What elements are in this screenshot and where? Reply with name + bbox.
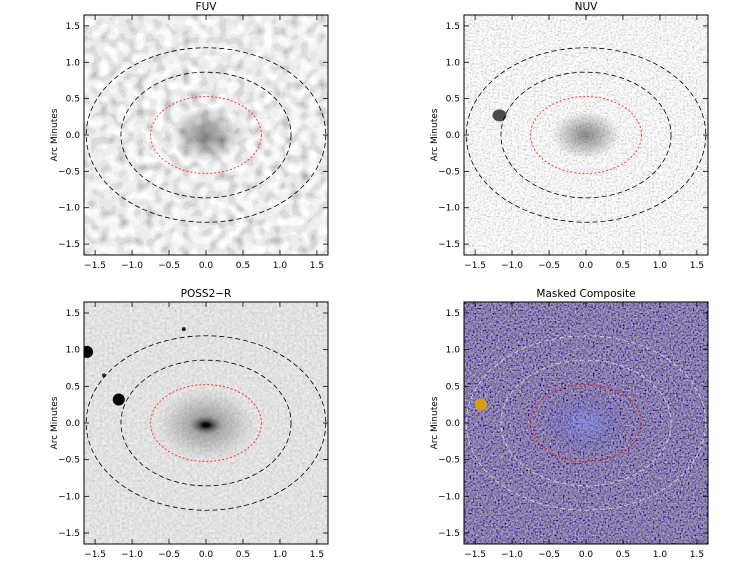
image-poss bbox=[84, 302, 328, 544]
y-tick-label: 0.0 bbox=[446, 131, 461, 141]
y-tick-label: −1.5 bbox=[58, 240, 80, 250]
y-axis-label: Arc Minutes bbox=[430, 108, 440, 161]
y-tick-label: −0.5 bbox=[438, 456, 460, 466]
y-tick-label: 0.5 bbox=[66, 382, 80, 392]
y-axis-label: Arc Minutes bbox=[50, 108, 60, 161]
x-tick-label: −1.5 bbox=[464, 550, 486, 560]
inner-aperture-ellipse bbox=[150, 96, 262, 174]
y-tick-label: −0.5 bbox=[58, 167, 80, 177]
galaxy-emission bbox=[170, 107, 242, 163]
y-tick-label: 1.0 bbox=[66, 58, 81, 68]
panel-title: NUV bbox=[575, 1, 599, 13]
x-tick-label: −0.5 bbox=[158, 261, 180, 271]
galaxy-emission bbox=[542, 391, 630, 455]
panel-title: FUV bbox=[196, 1, 218, 13]
x-tick-label: −1.5 bbox=[464, 261, 486, 271]
x-tick-label: 0.0 bbox=[579, 261, 594, 271]
inner-aperture-ellipse bbox=[530, 384, 642, 462]
y-tick-label: 0.0 bbox=[66, 131, 81, 141]
y-tick-label: 1.5 bbox=[446, 22, 460, 32]
image-fuv bbox=[84, 15, 328, 255]
y-tick-label: −1.0 bbox=[438, 204, 460, 214]
x-tick-label: 1.5 bbox=[310, 550, 324, 560]
x-tick-label: −0.5 bbox=[538, 550, 560, 560]
y-tick-label: 1.0 bbox=[446, 346, 461, 356]
middle-aperture-ellipse bbox=[120, 359, 292, 487]
image-composite bbox=[464, 302, 708, 544]
y-axis-label: Arc Minutes bbox=[430, 396, 440, 449]
star bbox=[84, 345, 93, 358]
x-tick-label: 1.0 bbox=[273, 261, 288, 271]
x-tick-label: 1.0 bbox=[653, 550, 668, 560]
image-nuv bbox=[464, 15, 708, 255]
inner-aperture-ellipse bbox=[150, 384, 262, 462]
y-tick-label: −1.0 bbox=[438, 492, 460, 502]
y-tick-label: 1.0 bbox=[66, 346, 81, 356]
y-tick-label: 0.5 bbox=[446, 382, 460, 392]
y-tick-label: 1.5 bbox=[446, 309, 460, 319]
x-tick-label: 1.5 bbox=[310, 261, 324, 271]
y-tick-label: 1.5 bbox=[66, 22, 80, 32]
y-tick-label: 1.0 bbox=[446, 58, 461, 68]
x-tick-label: −0.5 bbox=[538, 261, 560, 271]
y-tick-label: −0.5 bbox=[438, 167, 460, 177]
x-tick-label: −1.0 bbox=[501, 550, 523, 560]
x-tick-label: −1.5 bbox=[84, 550, 106, 560]
panel-composite: Masked Composite −1.5 −1.0 −0.5 0.0 0.5 1.0 1.5… bbox=[430, 288, 709, 560]
x-tick-label: 1.0 bbox=[273, 550, 288, 560]
x-tick-label: −1.0 bbox=[121, 550, 143, 560]
source bbox=[492, 109, 507, 122]
y-tick-label: 0.5 bbox=[446, 95, 460, 105]
x-tick-label: 0.5 bbox=[236, 550, 250, 560]
x-tick-label: 0.5 bbox=[616, 261, 630, 271]
x-tick-label: 0.0 bbox=[579, 550, 594, 560]
y-tick-label: 0.5 bbox=[66, 95, 80, 105]
y-tick-label: −1.5 bbox=[438, 529, 460, 539]
x-tick-label: 0.0 bbox=[199, 261, 214, 271]
panel-title: Masked Composite bbox=[536, 288, 635, 300]
inner-aperture-ellipse bbox=[530, 96, 642, 174]
y-tick-label: −1.0 bbox=[58, 492, 80, 502]
y-tick-label: 0.0 bbox=[66, 419, 81, 429]
y-tick-label: −0.5 bbox=[58, 456, 80, 466]
middle-aperture-ellipse bbox=[500, 359, 672, 487]
x-tick-label: −1.0 bbox=[501, 261, 523, 271]
panel-poss: POSS2−R −1.5 −1.0 −0.5 0.0 0.5 1.0 1.5 1.5 1.0 0.5… bbox=[50, 288, 329, 560]
y-axis-label: Arc Minutes bbox=[50, 396, 60, 449]
galaxy-core bbox=[190, 416, 222, 434]
star bbox=[181, 327, 186, 332]
x-tick-label: 1.0 bbox=[653, 261, 668, 271]
middle-aperture-ellipse bbox=[500, 71, 672, 199]
x-tick-label: −0.5 bbox=[158, 550, 180, 560]
x-tick-label: 0.5 bbox=[236, 261, 250, 271]
galaxy-emission bbox=[552, 111, 620, 159]
source bbox=[475, 398, 488, 411]
star bbox=[112, 393, 125, 406]
panel-fuv: FUV −1.5 −1.0 −0.5 0.0 0.5 1.0 1.5 1.5 1.0 0.5 0.0 −… bbox=[50, 1, 329, 271]
x-tick-label: 0.0 bbox=[199, 550, 214, 560]
y-tick-label: 0.0 bbox=[446, 419, 461, 429]
y-tick-label: −1.0 bbox=[58, 204, 80, 214]
y-tick-label: −1.5 bbox=[438, 240, 460, 250]
y-tick-label: 1.5 bbox=[66, 309, 80, 319]
y-tick-label: −1.5 bbox=[58, 529, 80, 539]
panel-title: POSS2−R bbox=[181, 288, 232, 300]
x-tick-label: 0.5 bbox=[616, 550, 630, 560]
x-tick-label: −1.0 bbox=[121, 261, 143, 271]
x-tick-label: −1.5 bbox=[84, 261, 106, 271]
panel-nuv: NUV −1.5 −1.0 −0.5 0.0 0.5 1.0 1.5 1.5 1.0 0.5 0.0 −… bbox=[430, 1, 709, 271]
middle-aperture-ellipse bbox=[120, 71, 292, 199]
x-tick-label: 1.5 bbox=[690, 550, 704, 560]
x-tick-label: 1.5 bbox=[690, 261, 704, 271]
